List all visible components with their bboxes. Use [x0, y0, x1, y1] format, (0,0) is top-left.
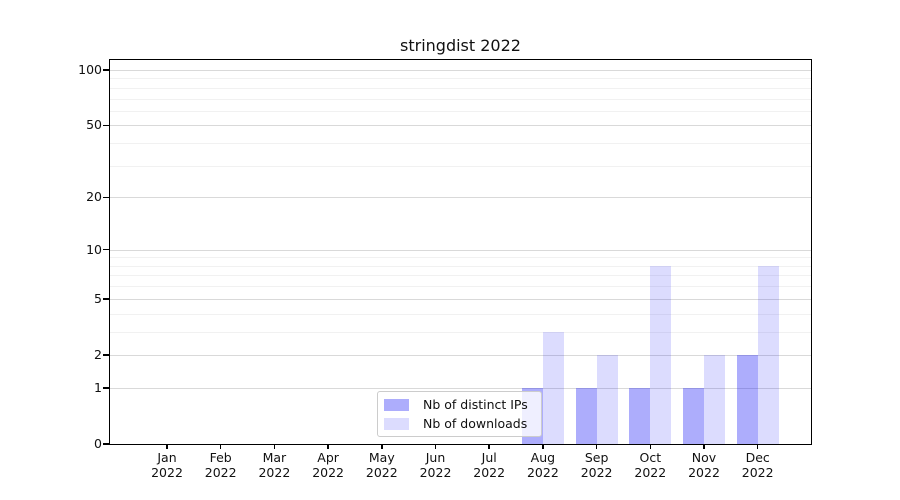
legend-item: Nb of downloads — [384, 416, 535, 431]
minor-gridline — [110, 143, 811, 145]
bar-distinct-ips-dec — [736, 354, 758, 444]
x-tick-label: Sep 2022 — [580, 450, 613, 480]
bar-distinct-ips-sep — [575, 387, 597, 444]
bar-downloads-nov — [704, 354, 725, 444]
minor-gridline — [110, 313, 811, 315]
minor-gridline — [110, 286, 811, 288]
y-tick-mark — [103, 354, 109, 356]
x-tick-mark — [434, 444, 437, 449]
x-tick-label: Jan 2022 — [151, 450, 183, 480]
y-tick-label: 1 — [94, 379, 102, 395]
y-tick-mark — [103, 248, 109, 251]
plot-area — [109, 59, 812, 445]
bar-distinct-ips-oct — [629, 387, 651, 444]
minor-gridline — [110, 87, 811, 89]
x-tick-mark — [327, 444, 329, 449]
major-gridline — [110, 69, 811, 71]
minor-gridline — [110, 98, 811, 100]
y-tick-mark — [103, 124, 109, 127]
minor-gridline — [110, 165, 811, 167]
x-tick-mark — [595, 444, 598, 449]
x-tick-mark — [488, 444, 490, 449]
x-tick-mark — [219, 444, 222, 449]
chart-title: stringdist 2022 — [400, 36, 521, 55]
y-tick-label: 0 — [94, 436, 102, 451]
major-gridline — [110, 354, 811, 356]
x-tick-mark — [649, 444, 652, 449]
y-tick-label: 20 — [86, 189, 102, 205]
bar-downloads-oct — [650, 265, 672, 444]
x-tick-mark — [381, 444, 383, 449]
y-tick-mark — [103, 298, 109, 300]
minor-gridline — [110, 110, 811, 112]
major-gridline — [110, 298, 811, 300]
y-tick-mark — [103, 443, 109, 445]
y-tick-label: 2 — [94, 346, 102, 362]
legend-swatch — [384, 417, 409, 430]
x-tick-mark — [273, 444, 276, 449]
x-tick-label: Apr 2022 — [312, 450, 344, 480]
y-tick-mark — [103, 387, 109, 389]
minor-gridline — [110, 331, 811, 333]
x-tick-label: Nov 2022 — [688, 450, 720, 480]
major-gridline — [110, 249, 811, 251]
x-tick-mark — [166, 444, 168, 449]
bar-downloads-aug — [542, 331, 564, 444]
major-gridline — [110, 387, 811, 389]
legend-item: Nb of distinct IPs — [384, 397, 535, 412]
y-tick-label: 10 — [86, 241, 102, 257]
x-tick-label: Jul 2022 — [473, 450, 506, 480]
y-tick-mark — [103, 196, 109, 199]
y-tick-label: 5 — [94, 290, 102, 306]
x-tick-label: Jun 2022 — [419, 450, 452, 480]
minor-gridline — [110, 275, 811, 277]
legend: Nb of distinct IPs Nb of downloads — [377, 391, 542, 437]
bar-downloads-dec — [757, 265, 779, 444]
minor-gridline — [110, 265, 811, 267]
legend-label: Nb of distinct IPs — [423, 397, 528, 412]
bar-distinct-ips-nov — [683, 387, 704, 444]
y-tick-label: 50 — [86, 117, 102, 133]
legend-swatch — [384, 398, 409, 411]
x-tick-label: Aug 2022 — [526, 450, 559, 480]
x-tick-label: May 2022 — [365, 450, 398, 480]
minor-gridline — [110, 257, 811, 259]
x-tick-label: Feb 2022 — [204, 450, 237, 480]
bar-downloads-sep — [596, 354, 618, 444]
x-tick-mark — [703, 444, 705, 449]
x-tick-label: Mar 2022 — [258, 450, 291, 480]
y-tick-label: 100 — [78, 61, 102, 77]
x-tick-label: Dec 2022 — [741, 450, 774, 480]
major-gridline — [110, 125, 811, 127]
x-tick-label: Oct 2022 — [634, 450, 667, 480]
major-gridline — [110, 197, 811, 199]
y-tick-mark — [103, 69, 109, 71]
x-tick-mark — [542, 444, 544, 449]
minor-gridline — [110, 78, 811, 80]
x-tick-mark — [756, 444, 759, 449]
legend-label: Nb of downloads — [423, 416, 528, 431]
